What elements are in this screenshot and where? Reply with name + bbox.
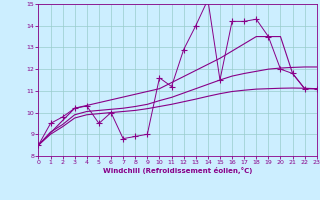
X-axis label: Windchill (Refroidissement éolien,°C): Windchill (Refroidissement éolien,°C) (103, 167, 252, 174)
